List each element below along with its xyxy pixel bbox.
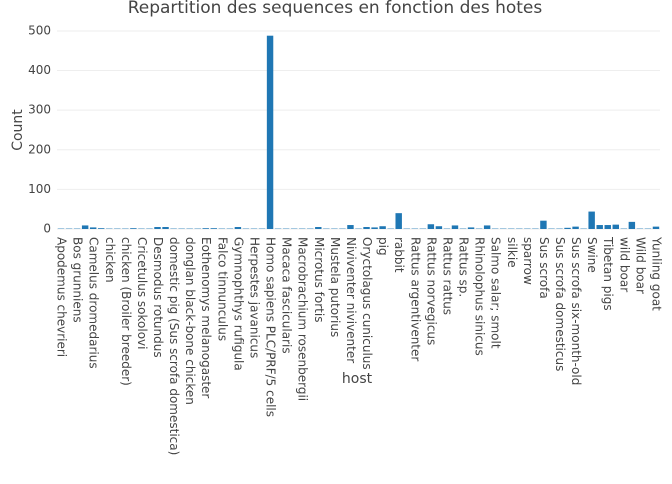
x-tick-label: Gymnophthys rufigula xyxy=(231,237,245,371)
bar xyxy=(428,224,434,229)
bar xyxy=(162,227,168,229)
x-tick-label: Apodemus chevrieri xyxy=(55,237,69,357)
bar xyxy=(395,213,401,229)
y-tick-label: 200 xyxy=(28,142,51,156)
x-tick-label: chicken (Broiler breeder) xyxy=(119,237,133,386)
bar xyxy=(267,36,273,229)
x-tick-label: Microtus fortis xyxy=(312,237,326,322)
x-tick-label: pig xyxy=(376,237,390,256)
x-tick-label: Rattus sp. xyxy=(457,237,471,297)
bar xyxy=(363,227,369,229)
y-tick-label: 500 xyxy=(28,23,51,37)
bar xyxy=(98,228,104,229)
bar xyxy=(629,222,635,229)
bar xyxy=(379,226,385,229)
x-tick-label: Rattus norvegicus xyxy=(424,237,438,345)
x-axis-label: host xyxy=(342,371,373,387)
x-tick-label: Salmo salar; smolt xyxy=(489,237,503,349)
bar xyxy=(315,227,321,229)
y-tick-label: 400 xyxy=(28,63,51,77)
x-tick-label: Mustela putorius xyxy=(328,237,342,337)
x-tick-label: Swine xyxy=(585,237,599,273)
x-tick-label: Homo sapiens PLC/PRF/5 cells xyxy=(264,237,278,417)
bar xyxy=(596,225,602,229)
x-tick-label: sparrow xyxy=(521,237,535,285)
bar xyxy=(564,228,570,229)
bar xyxy=(203,228,209,229)
bar xyxy=(572,227,578,229)
bar xyxy=(82,225,88,229)
x-tick-label: Sus scrofa domesticus xyxy=(553,237,567,371)
x-tick-label: Falco tinnunculus xyxy=(215,237,229,341)
x-tick-label: Rattus rattus xyxy=(440,237,454,315)
y-axis-label: Count xyxy=(10,109,26,151)
x-tick-label: Sus scrofa xyxy=(537,237,551,299)
bar xyxy=(90,227,96,229)
bar xyxy=(452,225,458,229)
bar xyxy=(235,227,241,229)
bar xyxy=(468,227,474,229)
x-tick-label: Rhinolophus sinicus xyxy=(473,237,487,356)
y-tick-label: 300 xyxy=(28,103,51,117)
x-tick-label: Camelus dromedarius xyxy=(87,237,101,369)
y-tick-label: 100 xyxy=(28,182,51,196)
x-tick-label: Eothenomys melanogaster xyxy=(199,237,213,398)
x-tick-label: chicken xyxy=(103,237,117,283)
x-tick-label: donglan black-bone chicken xyxy=(183,237,197,405)
x-tick-label: Herpestes javanicus xyxy=(247,237,261,358)
bar xyxy=(347,225,353,229)
x-tick-label: Macaca fascicularis xyxy=(280,237,294,354)
y-tick-label: 0 xyxy=(43,222,51,236)
x-tick-label: wild boar xyxy=(617,237,631,292)
x-tick-label: Tibetan pigs xyxy=(601,236,615,311)
x-tick-label: Oryctolagus cuniculus xyxy=(360,237,374,370)
bar xyxy=(540,221,546,229)
x-tick-label: Cricetulus sokolovi xyxy=(135,237,149,350)
x-tick-label: Yunling goat xyxy=(649,236,663,311)
x-tick-label: Wild boar xyxy=(633,237,647,294)
bar xyxy=(130,228,136,229)
x-tick-label: Desmodus rotundus xyxy=(151,237,165,358)
x-tick-label: Niviventer niviventer xyxy=(344,237,358,363)
bar xyxy=(605,225,611,229)
x-tick-label: Rattus argentiventer xyxy=(408,237,422,361)
x-tick-label: Macrobrachium rosenbergii xyxy=(296,237,310,401)
x-tick-label: Bos grunniens xyxy=(71,237,85,323)
x-tick-label: rabbit xyxy=(392,237,406,273)
bar xyxy=(484,225,490,229)
bar xyxy=(154,227,160,229)
bar xyxy=(211,228,217,229)
x-tick-label: Sus scrofa six-month-old xyxy=(569,237,583,385)
bar xyxy=(613,225,619,229)
bar xyxy=(588,212,594,229)
chart-title: Repartition des sequences en fonction de… xyxy=(128,0,543,18)
bar xyxy=(653,227,659,229)
x-tick-label: silkie xyxy=(505,237,519,268)
bar xyxy=(436,226,442,229)
x-tick-label: domestic pig (Sus scrofa domestica) xyxy=(167,237,181,455)
bar xyxy=(371,227,377,229)
